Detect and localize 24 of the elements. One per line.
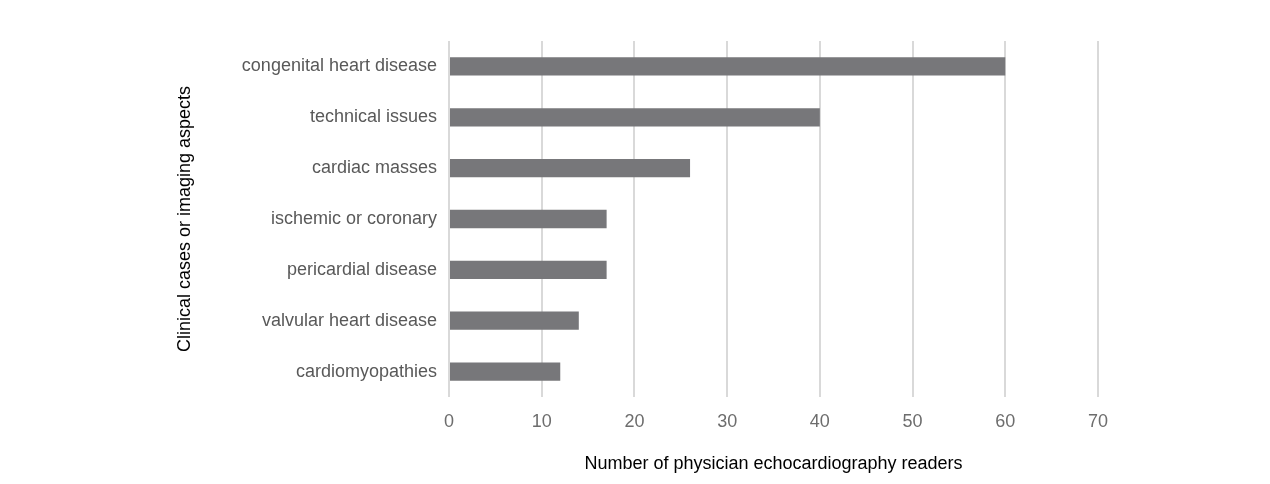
bar <box>450 260 607 280</box>
y-tick-label: pericardial disease <box>286 258 437 279</box>
y-tick-label: valvular heart disease <box>261 309 437 330</box>
x-tick-label: 70 <box>1087 410 1109 431</box>
bar <box>450 311 579 330</box>
y-tick-label: ischemic or coronary <box>270 207 437 228</box>
x-tick-label: 10 <box>531 410 552 431</box>
x-tick-label: 20 <box>624 410 645 431</box>
bar <box>450 209 607 229</box>
x-tick-label: 30 <box>717 410 738 431</box>
bar <box>450 362 561 381</box>
x-axis-title: Number of physician echocardiography readers <box>584 453 963 474</box>
bar <box>450 158 691 178</box>
y-tick-label: cardiomyopathies <box>295 360 437 381</box>
y-tick-label: congenital heart disease <box>241 55 437 76</box>
y-tick-label: cardiac masses <box>311 157 437 178</box>
y-axis-title: Clinical cases or imaging aspects <box>173 85 194 353</box>
x-tick-label: 60 <box>995 410 1016 431</box>
x-tick-label: 50 <box>902 410 923 431</box>
x-tick-label: 40 <box>809 410 830 431</box>
bar <box>450 57 1006 76</box>
x-tick-label: 0 <box>443 410 455 431</box>
bar <box>450 108 820 127</box>
y-tick-label: technical issues <box>309 106 437 127</box>
